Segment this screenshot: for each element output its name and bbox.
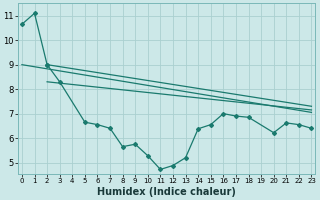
X-axis label: Humidex (Indice chaleur): Humidex (Indice chaleur) [97, 187, 236, 197]
